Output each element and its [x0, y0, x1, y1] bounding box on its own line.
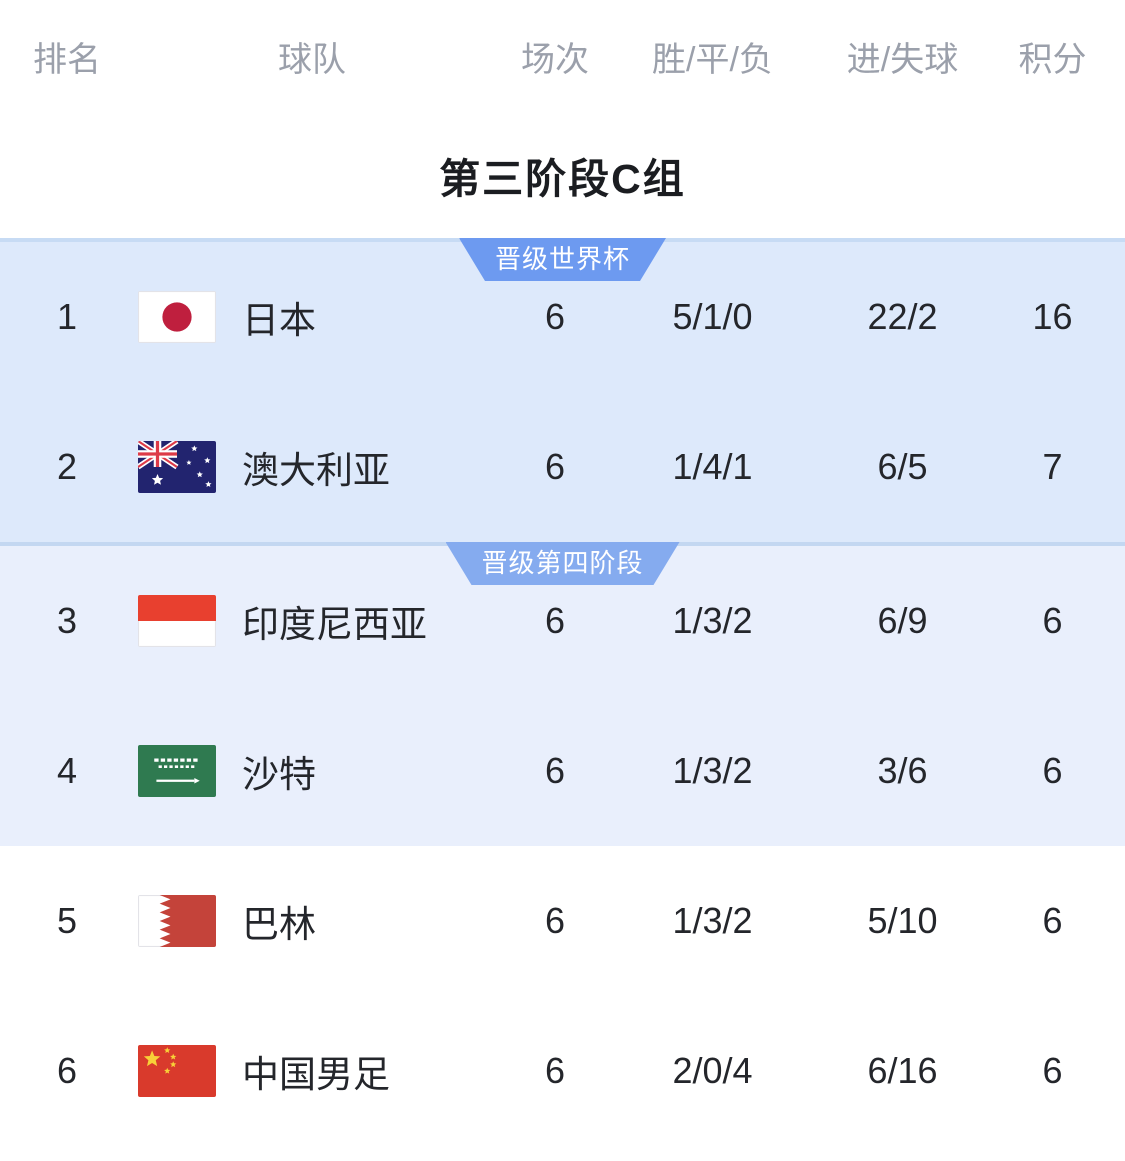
team-cell: 日本 [134, 290, 490, 344]
team-name: 巴林 [242, 904, 316, 945]
team-matches: 6 [544, 900, 566, 941]
team-matches: 6 [544, 600, 566, 641]
team-cell: 巴林 [134, 894, 490, 948]
qualification-badge: 晋级第四阶段 [445, 542, 679, 585]
team-cell: 印度尼西亚 [134, 594, 490, 648]
team-row[interactable]: 1 日本 6 5/1/0 22/2 16 [0, 242, 1125, 392]
team-wdl: 5/1/0 [672, 296, 753, 337]
team-matches: 6 [544, 446, 566, 487]
qualification-badge: 晋级世界杯 [459, 238, 666, 281]
team-name: 沙特 [242, 754, 316, 795]
team-matches: 6 [544, 750, 566, 791]
col-header-points: 积分 [1018, 40, 1087, 79]
team-matches: 6 [544, 296, 566, 337]
team-cell: 澳大利亚 [134, 440, 490, 494]
team-row[interactable]: 4 沙特 6 1/3/2 3/6 6 [0, 696, 1125, 846]
team-rank: 6 [56, 1050, 78, 1091]
col-header-team: 球队 [278, 40, 346, 79]
team-cell: 沙特 [134, 744, 490, 798]
table-header: 排名 球队 场次 胜/平/负 进/失球 积分 [0, 0, 1125, 112]
team-rank: 1 [56, 296, 78, 337]
team-name: 印度尼西亚 [242, 604, 427, 645]
col-header-goals: 进/失球 [846, 40, 959, 79]
team-wdl: 1/3/2 [672, 900, 753, 941]
team-wdl: 1/4/1 [672, 446, 753, 487]
team-wdl: 1/3/2 [672, 750, 753, 791]
team-goals: 3/6 [877, 750, 928, 791]
team-name: 中国男足 [242, 1054, 390, 1095]
qualification-badge-label: 晋级世界杯 [494, 244, 631, 274]
standings-section: 晋级世界杯 1 日本 6 5/1/0 22/2 16 2 澳大利亚 6 1/4/… [0, 238, 1125, 542]
col-header-matches: 场次 [521, 40, 589, 79]
team-name: 澳大利亚 [242, 450, 390, 491]
team-goals: 5/10 [867, 900, 938, 941]
standings-sections: 晋级世界杯 1 日本 6 5/1/0 22/2 16 2 澳大利亚 6 1/4/… [0, 238, 1125, 1146]
section-rows: 1 日本 6 5/1/0 22/2 16 2 澳大利亚 6 1/4/1 6/5 … [0, 242, 1125, 542]
group-title: 第三阶段C组 [439, 156, 686, 202]
team-points: 6 [1042, 600, 1063, 641]
col-header-rank: 排名 [33, 40, 101, 79]
team-rank: 4 [56, 750, 78, 791]
standings-section: 5 巴林 6 1/3/2 5/10 6 6 中国男足 6 2/0/4 6/16 … [0, 846, 1125, 1146]
team-points: 6 [1042, 1050, 1063, 1091]
section-rows: 3 印度尼西亚 6 1/3/2 6/9 6 4 沙特 6 1/3/2 3/6 6 [0, 546, 1125, 846]
team-wdl: 1/3/2 [672, 600, 753, 641]
team-points: 6 [1042, 750, 1063, 791]
australia-flag-icon [138, 441, 216, 493]
qualification-badge-label: 晋级第四阶段 [481, 548, 644, 578]
section-rows: 5 巴林 6 1/3/2 5/10 6 6 中国男足 6 2/0/4 6/16 … [0, 846, 1125, 1146]
team-goals: 6/9 [877, 600, 928, 641]
team-points: 16 [1032, 296, 1073, 337]
team-matches: 6 [544, 1050, 566, 1091]
team-row[interactable]: 2 澳大利亚 6 1/4/1 6/5 7 [0, 392, 1125, 542]
team-wdl: 2/0/4 [672, 1050, 753, 1091]
bahrain-flag-icon [138, 895, 216, 947]
team-row[interactable]: 6 中国男足 6 2/0/4 6/16 6 [0, 996, 1125, 1146]
col-header-wdl: 胜/平/负 [652, 40, 773, 79]
team-points: 7 [1042, 446, 1063, 487]
team-rank: 5 [56, 900, 78, 941]
standings-section: 晋级第四阶段 3 印度尼西亚 6 1/3/2 6/9 6 4 沙特 6 1/3/… [0, 542, 1125, 846]
team-rank: 3 [56, 600, 78, 641]
team-rank: 2 [56, 446, 78, 487]
team-goals: 22/2 [867, 296, 938, 337]
team-row[interactable]: 3 印度尼西亚 6 1/3/2 6/9 6 [0, 546, 1125, 696]
indonesia-flag-icon [138, 595, 216, 647]
team-goals: 6/16 [867, 1050, 938, 1091]
japan-flag-icon [138, 291, 216, 343]
team-name: 日本 [242, 300, 316, 341]
team-row[interactable]: 5 巴林 6 1/3/2 5/10 6 [0, 846, 1125, 996]
saudi-arabia-flag-icon [138, 745, 216, 797]
china-flag-icon [138, 1045, 216, 1097]
team-cell: 中国男足 [134, 1044, 490, 1098]
team-points: 6 [1042, 900, 1063, 941]
team-goals: 6/5 [877, 446, 928, 487]
